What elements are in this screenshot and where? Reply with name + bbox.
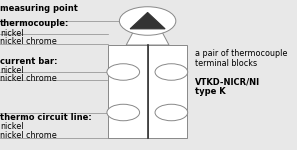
Bar — [108, 45, 187, 138]
Text: nickel chrome: nickel chrome — [0, 74, 57, 83]
Circle shape — [155, 104, 188, 121]
Text: nickel: nickel — [0, 122, 23, 131]
Text: a pair of thermocouple: a pair of thermocouple — [195, 50, 287, 58]
Circle shape — [119, 7, 176, 35]
Circle shape — [107, 64, 140, 80]
Text: VTKD-NICR/NI: VTKD-NICR/NI — [195, 77, 260, 86]
Text: nickel: nickel — [0, 66, 23, 75]
Text: nickel chrome: nickel chrome — [0, 131, 57, 140]
Text: terminal blocks: terminal blocks — [195, 59, 257, 68]
Polygon shape — [130, 12, 165, 29]
Circle shape — [107, 104, 140, 121]
Circle shape — [155, 64, 188, 80]
Polygon shape — [126, 30, 169, 45]
Text: type K: type K — [195, 87, 225, 96]
Text: thermocouple:: thermocouple: — [0, 19, 69, 28]
Text: measuring point: measuring point — [0, 4, 78, 13]
Text: nickel: nickel — [0, 28, 23, 38]
Text: current bar:: current bar: — [0, 57, 58, 66]
Text: thermo circuit line:: thermo circuit line: — [0, 113, 92, 122]
Text: nickel chrome: nickel chrome — [0, 38, 57, 46]
